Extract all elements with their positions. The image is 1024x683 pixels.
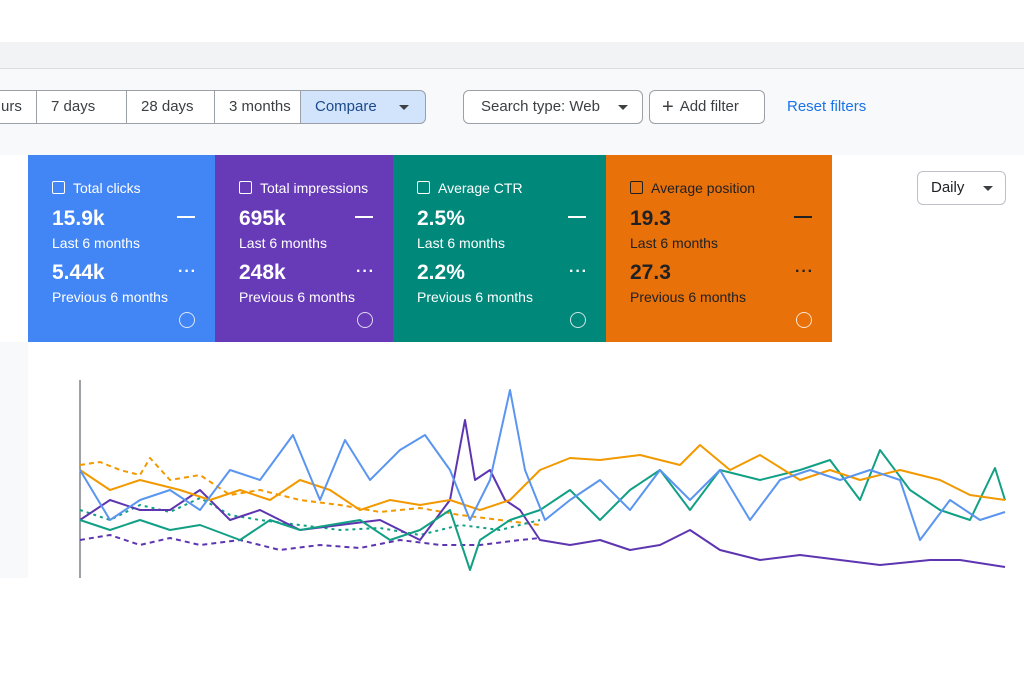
header-strip (0, 42, 1024, 69)
metric-period: Previous 6 months (239, 289, 355, 305)
metric-label: Average position (630, 180, 755, 196)
dropdown-arrow (399, 105, 409, 115)
help-icon[interactable] (796, 312, 812, 328)
date-range-button[interactable]: 7 days (36, 90, 127, 124)
metric-card[interactable]: Average CTR 2.5% Last 6 months 2.2% Previous… (393, 155, 606, 342)
add-filter-label: Add filter (679, 98, 739, 115)
metric-period: Last 6 months (239, 235, 327, 251)
reset-filters-link[interactable]: Reset filters (787, 98, 867, 115)
trend-line (79, 444, 1006, 511)
metric-period: Last 6 months (630, 235, 718, 251)
search-type-button[interactable]: Search type: Web (463, 90, 643, 124)
metric-period: Previous 6 months (52, 289, 168, 305)
metric-card[interactable]: Total impressions 695k Last 6 months 248k Pr… (215, 155, 393, 342)
trend-line (79, 389, 1006, 541)
metric-value: 695k (239, 207, 286, 230)
dropdown-arrow (618, 105, 628, 115)
metric-card[interactable]: Total clicks 15.9k Last 6 months 5.44k Previ… (28, 155, 215, 342)
left-margin (0, 342, 28, 578)
metric-period: Previous 6 months (630, 289, 746, 305)
line-style-icon: ··· (795, 263, 814, 280)
line-style-icon (568, 216, 586, 218)
metric-period: Last 6 months (417, 235, 505, 251)
add-filter-button[interactable]: + Add filter (649, 90, 765, 124)
metric-card[interactable]: Average position 19.3 Last 6 months 27.3 Pre… (606, 155, 832, 342)
help-icon[interactable] (179, 312, 195, 328)
metric-period: Last 6 months (52, 235, 140, 251)
metric-value: 19.3 (630, 207, 671, 230)
top-bar (0, 0, 1024, 42)
metric-period: Previous 6 months (417, 289, 533, 305)
previous-trend-line (79, 534, 541, 551)
metric-label: Total clicks (52, 180, 141, 196)
metric-label: Total impressions (239, 180, 368, 196)
line-style-icon: ··· (569, 263, 588, 280)
search-type-label: Search type: Web (481, 98, 600, 115)
compare-button[interactable]: Compare (300, 90, 426, 124)
metric-value: 5.44k (52, 261, 105, 284)
plus-icon: + (662, 96, 674, 118)
previous-trend-line (79, 457, 541, 526)
compare-label: Compare (315, 98, 377, 115)
dropdown-arrow (983, 186, 993, 196)
metric-value: 2.2% (417, 261, 465, 284)
previous-trend-line (79, 497, 541, 536)
granularity-label: Daily (931, 179, 965, 196)
line-style-icon (794, 216, 812, 218)
metric-value: 2.5% (417, 207, 465, 230)
metric-label: Average CTR (417, 180, 523, 196)
metric-value: 27.3 (630, 261, 671, 284)
line-style-icon: ··· (178, 263, 197, 280)
help-icon[interactable] (570, 312, 586, 328)
granularity-dropdown[interactable]: Daily (917, 171, 1006, 205)
line-style-icon (355, 216, 373, 218)
metric-value: 248k (239, 261, 286, 284)
line-style-icon (177, 216, 195, 218)
line-style-icon: ··· (356, 263, 375, 280)
metric-value: 15.9k (52, 207, 105, 230)
help-icon[interactable] (357, 312, 373, 328)
trend-line (79, 419, 1006, 568)
